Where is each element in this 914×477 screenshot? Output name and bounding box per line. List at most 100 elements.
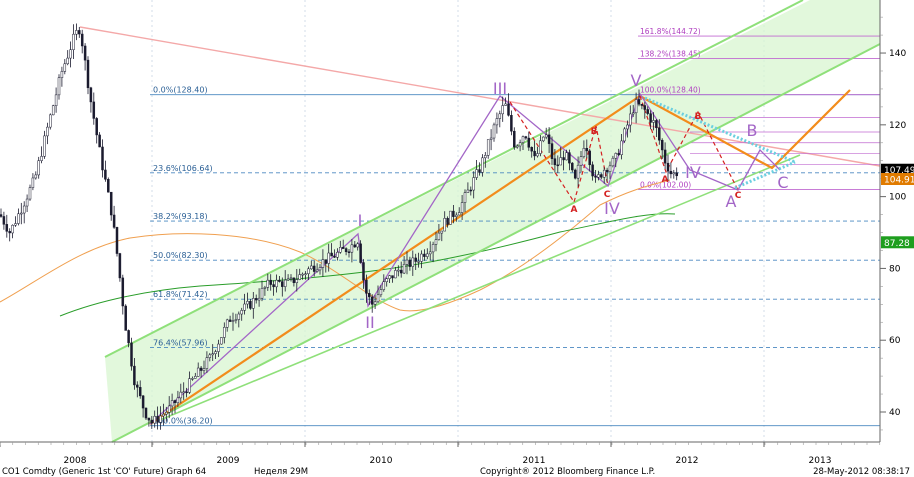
candle-body <box>402 264 406 274</box>
candle-body <box>133 365 136 386</box>
candle-body <box>147 417 151 421</box>
x-tick-label: 2010 <box>370 456 393 466</box>
wave-label: I <box>358 211 363 230</box>
candle-body <box>399 269 403 274</box>
channel-fill <box>105 0 880 442</box>
candle-body <box>217 343 220 352</box>
candle-body <box>191 378 194 380</box>
candle-body <box>54 94 58 106</box>
candle-body <box>455 214 458 217</box>
candle-body <box>449 210 452 225</box>
candle-body <box>333 255 336 258</box>
candle-body <box>373 301 377 305</box>
y-tick-label: 60 <box>889 336 901 346</box>
candle-body <box>591 164 594 177</box>
candle-body <box>101 146 104 171</box>
y-tick-label: 100 <box>889 193 906 203</box>
candle-body <box>660 139 664 151</box>
candle-body <box>0 214 3 217</box>
candle-body <box>440 230 444 234</box>
candle-body <box>408 259 412 267</box>
candle-body <box>594 175 597 178</box>
candle-body <box>185 391 188 394</box>
candle-body <box>63 63 67 72</box>
candle-body <box>643 105 647 110</box>
candle-body <box>231 320 235 322</box>
candle-body <box>507 103 510 116</box>
channel-lower <box>159 154 801 421</box>
candle-body <box>214 351 217 354</box>
candle-body <box>83 45 87 61</box>
fib-level-label: 38.2%(93.18) <box>153 212 208 221</box>
timestamp: 28-May-2012 08:38:17 <box>813 467 910 477</box>
candle-body <box>530 147 533 152</box>
candle-body <box>539 140 542 154</box>
candle-body <box>515 145 519 148</box>
candle-body <box>220 337 223 345</box>
candle-body <box>347 251 351 253</box>
candle-body <box>379 289 383 296</box>
candle-body <box>263 287 267 289</box>
price-tag-box <box>881 236 914 249</box>
candle-body <box>385 278 388 282</box>
candle-body <box>130 342 133 367</box>
channel-mid <box>111 43 881 443</box>
candle-body <box>196 367 200 377</box>
x-tick-label: 2009 <box>217 456 240 466</box>
candle-body <box>330 252 333 257</box>
price-candles <box>0 23 678 430</box>
candle-body <box>446 218 449 225</box>
candle-body <box>112 214 116 228</box>
y-tick-label: 80 <box>889 264 901 274</box>
wave-label: IV <box>604 199 620 218</box>
candle-body <box>344 248 348 252</box>
price-tag-label: 87.28 <box>884 239 910 249</box>
candle-body <box>620 140 623 155</box>
copyright: Copyright® 2012 Bloomberg Finance L.P. <box>480 467 655 477</box>
candle-body <box>466 189 470 193</box>
candle-body <box>202 368 206 371</box>
candle-body <box>623 128 626 142</box>
candle-body <box>495 118 499 126</box>
candle-body <box>159 415 162 423</box>
wave-label: C <box>777 173 788 192</box>
candle-body <box>640 104 644 106</box>
candle-body <box>223 327 226 338</box>
candle-body <box>521 136 525 143</box>
candle-body <box>568 152 571 164</box>
candle-body <box>25 198 29 207</box>
candle-body <box>278 279 281 282</box>
fib-level-label: 50.0%(82.30) <box>153 251 208 260</box>
candle-body <box>350 244 354 253</box>
x-tick-label: 2012 <box>676 456 699 466</box>
candle-body <box>243 303 246 311</box>
candle-body <box>8 231 11 234</box>
candle-body <box>260 288 264 299</box>
candle-body <box>478 169 481 173</box>
candle-body <box>626 124 629 130</box>
candle-body <box>527 137 531 148</box>
candle-body <box>173 400 177 404</box>
candle-body <box>121 277 125 307</box>
candle-body <box>89 87 93 103</box>
candle-body <box>602 169 606 178</box>
dotted-cyan-1 <box>644 96 796 164</box>
candle-body <box>205 357 209 369</box>
candle-body <box>368 293 371 298</box>
candle-body <box>608 165 612 172</box>
candle-body <box>34 174 38 179</box>
wave-label: V <box>631 71 642 90</box>
candle-body <box>275 279 278 288</box>
candle-body <box>605 169 609 172</box>
fib-level-label: 76.4%(57.96) <box>153 339 208 348</box>
fib-ext-label: 0.0%(102.00) <box>640 180 691 189</box>
candle-body <box>600 174 603 178</box>
candle-body <box>286 278 290 281</box>
candle-body <box>80 33 84 47</box>
y-tick-label: 40 <box>889 408 901 418</box>
candle-body <box>649 113 652 123</box>
candle-body <box>31 177 35 188</box>
candle-body <box>188 378 191 393</box>
candle-body <box>504 103 507 106</box>
candle-body <box>304 273 307 275</box>
